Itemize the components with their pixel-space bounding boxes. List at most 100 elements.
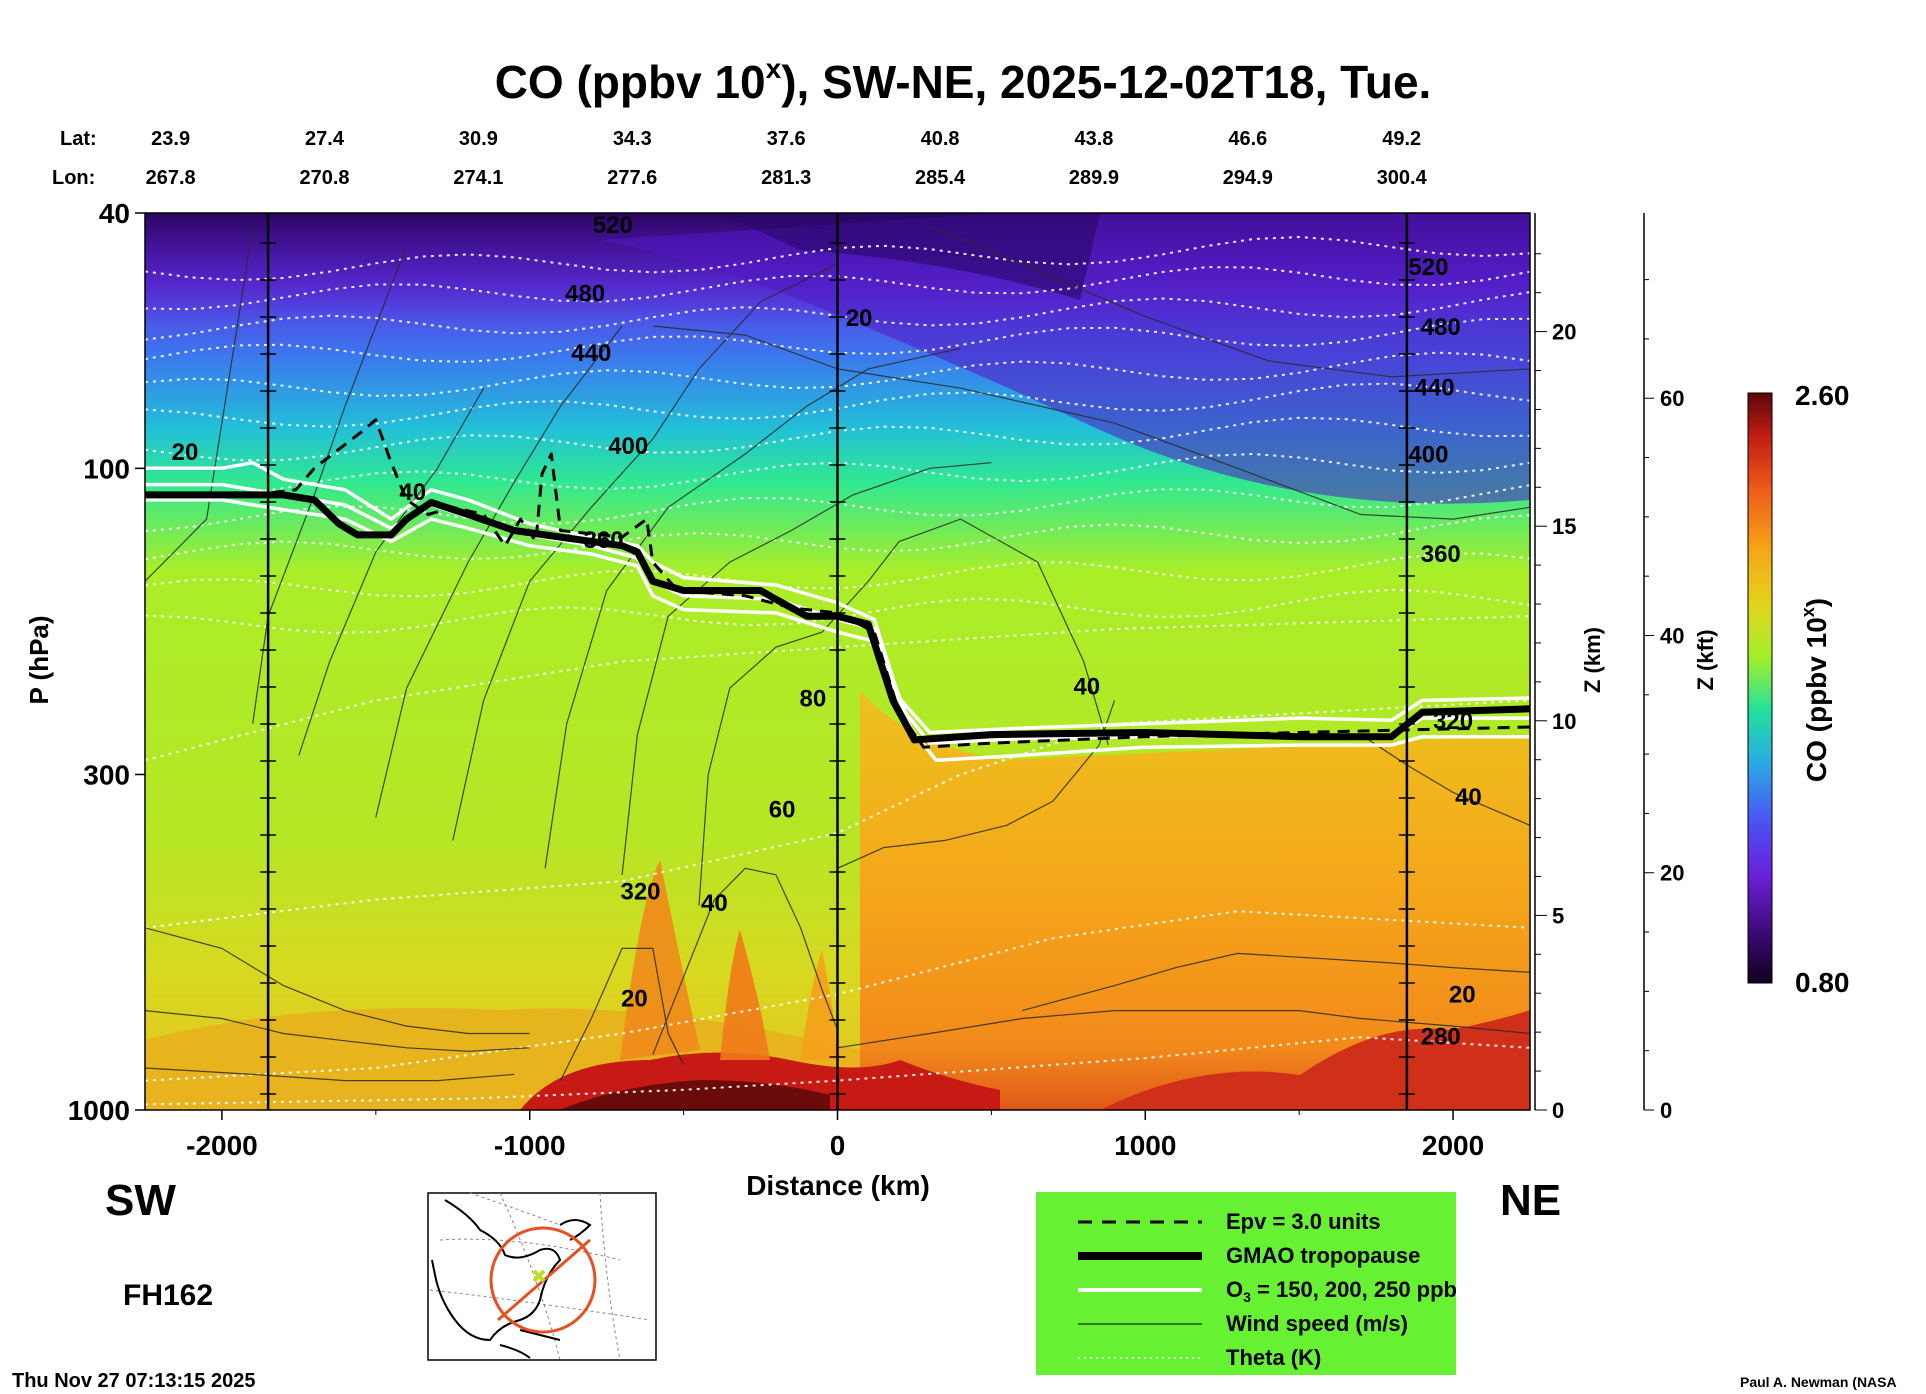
legend-label-epv: Epv = 3.0 units [1226, 1209, 1381, 1234]
vertical-markers [260, 213, 1415, 1110]
theta-label: 320 [620, 879, 660, 906]
colorbar [1747, 392, 1773, 984]
theta-label: 320 [1433, 708, 1473, 735]
ne-label: NE [1500, 1176, 1561, 1225]
y-axis-pressure: 40 100 300 1000 [68, 198, 145, 1126]
legend-label-theta: Theta (K) [1226, 1345, 1321, 1370]
y-tick-label: 300 [83, 759, 130, 790]
theta-label: 480 [565, 281, 605, 308]
x-axis: -2000 -1000 0 1000 2000 [186, 1110, 1484, 1161]
lat-value: 49.2 [1382, 128, 1421, 150]
x-axis-label: Distance (km) [746, 1170, 930, 1201]
z-km-tick-label: 0 [1552, 1098, 1564, 1123]
wind-contour [929, 226, 1530, 378]
lat-value: 34.3 [613, 128, 652, 150]
theta-label: 280 [1421, 1023, 1461, 1050]
z-km-axis: 0 5 10 15 20 [1534, 213, 1576, 1123]
tropopause-ozone-epv [145, 418, 1530, 762]
lat-value: 30.9 [459, 128, 498, 150]
x-tick-label: -1000 [494, 1130, 566, 1161]
wind-contour [652, 867, 839, 1055]
author-credit: Paul A. Newman (NASA [1740, 1374, 1897, 1390]
y-tick-label: 1000 [68, 1095, 130, 1126]
lon-label: Lon: [52, 167, 95, 189]
z-kft-tick-label: 20 [1660, 861, 1684, 886]
inset-map [427, 1192, 657, 1361]
wind-label: 20 [172, 439, 199, 466]
theta-label: 520 [1408, 254, 1448, 281]
theta-label: 520 [593, 212, 633, 239]
wind-label: 20 [1449, 982, 1476, 1009]
lon-value: 267.8 [146, 167, 196, 189]
lat-value: 40.8 [921, 128, 960, 150]
lon-value: 270.8 [299, 167, 349, 189]
lon-value: 285.4 [915, 167, 966, 189]
y-tick-label: 40 [99, 198, 130, 229]
wind-label: 40 [1073, 673, 1100, 700]
lat-value: 46.6 [1228, 128, 1267, 150]
epv-contour [252, 418, 1530, 749]
y-axis-label: P (hPa) [24, 615, 54, 704]
wind-label: 40 [1455, 784, 1482, 811]
z-km-tick-label: 15 [1552, 514, 1576, 539]
z-kft-tick-label: 0 [1660, 1098, 1672, 1123]
x-tick-label: -2000 [186, 1130, 258, 1161]
wind-contour [252, 245, 408, 724]
ozone-contour [145, 460, 1530, 735]
wind-label: 20 [846, 305, 873, 332]
contour-labels: 520 480 440 400 360 320 520 480 440 400 360 320 280 2… [172, 212, 1482, 1050]
theta-label: 480 [1421, 314, 1461, 341]
theta-label: 440 [1415, 375, 1455, 402]
colorbar-min: 0.80 [1795, 967, 1850, 998]
chart-title: CO (ppbv 10x), SW-NE, 2025-12-02T18, Tue… [495, 53, 1432, 108]
wind-contour [621, 462, 992, 875]
z-kft-tick-label: 40 [1660, 623, 1684, 648]
wind-label: 80 [800, 685, 827, 712]
theta-line [145, 1036, 1530, 1106]
lon-value: 289.9 [1069, 167, 1119, 189]
wind-label: 40 [701, 890, 728, 917]
theta-line [145, 615, 1530, 762]
wind-contour [544, 347, 961, 869]
wind-contour [1360, 734, 1530, 826]
wind-contour [145, 1067, 515, 1082]
tropopause-line [145, 491, 1530, 744]
timestamp: Thu Nov 27 07:13:15 2025 [12, 1370, 255, 1392]
lat-label: Lat: [60, 128, 97, 150]
sw-label: SW [105, 1176, 176, 1225]
wind-label: 40 [399, 479, 426, 506]
wind-label: 60 [769, 796, 796, 823]
z-km-tick-label: 20 [1552, 320, 1576, 345]
wind-contour [298, 387, 485, 756]
theta-label: 360 [584, 527, 624, 554]
x-tick-label: 0 [830, 1130, 846, 1161]
wind-speed-contours [145, 226, 1530, 1082]
theta-line [145, 699, 1530, 929]
legend-label-ozone: O3 = 150, 200, 250 ppb [1226, 1277, 1457, 1305]
lat-value: 23.9 [151, 128, 190, 150]
legend-label-tropopause: GMAO tropopause [1226, 1243, 1420, 1268]
lat-value: 27.4 [305, 128, 345, 150]
forecast-hour: FH162 [123, 1279, 213, 1312]
legend-label-wind: Wind speed (m/s) [1226, 1311, 1408, 1336]
wind-contour [698, 518, 1109, 906]
lat-lon-header: 23.9 267.8 27.4 270.8 30.9 274.1 34.3 277.6 37.6… [146, 128, 1428, 189]
lat-value: 37.6 [767, 128, 806, 150]
wind-contour [145, 226, 254, 582]
theta-label: 360 [1421, 541, 1461, 568]
y-tick-label: 100 [83, 453, 130, 484]
wind-contour [837, 700, 1116, 869]
x-tick-label: 2000 [1422, 1130, 1484, 1161]
z-km-tick-label: 10 [1552, 709, 1576, 734]
x-tick-label: 1000 [1114, 1130, 1176, 1161]
lon-value: 281.3 [761, 167, 811, 189]
lon-value: 274.1 [453, 167, 503, 189]
lon-value: 294.9 [1223, 167, 1273, 189]
lon-value: 300.4 [1377, 167, 1428, 189]
z-km-label: Z (km) [1580, 627, 1605, 693]
wind-contour [559, 947, 685, 1081]
colorbar-max: 2.60 [1795, 380, 1850, 411]
wind-contour [452, 263, 838, 841]
theta-label: 440 [571, 340, 611, 367]
